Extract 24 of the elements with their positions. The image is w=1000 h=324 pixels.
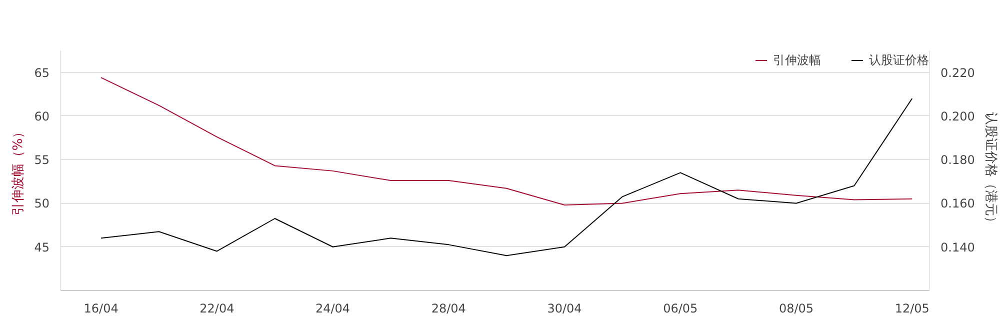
y2-axis-title: 认股证价格（港元）	[982, 112, 998, 229]
x-tick-label: 06/05	[663, 302, 698, 316]
x-tick-label: 12/05	[894, 302, 930, 316]
y2-tick-label: 0.200	[940, 109, 975, 124]
legend-label: 认股证价格	[869, 52, 929, 68]
y-axis-title: 引伸波幅（%）	[11, 125, 26, 216]
y2-tick-label: 0.220	[940, 66, 975, 80]
line-series	[100, 77, 913, 206]
line-series	[100, 98, 913, 256]
y2-tick-label: 0.140	[940, 240, 975, 254]
x-tick-label: 08/05	[778, 302, 814, 316]
legend-label: 引伸波幅	[773, 52, 821, 68]
y-tick-label: 55	[34, 153, 50, 168]
y-tick-label: 45	[34, 240, 50, 254]
x-tick-label: 16/04	[84, 302, 118, 316]
y-tick-label: 60	[34, 109, 50, 124]
x-tick-label: 22/04	[200, 302, 234, 316]
x-tick-label: 24/04	[315, 302, 350, 316]
y2-tick-label: 0.160	[940, 196, 975, 211]
y-tick-label: 65	[34, 66, 50, 80]
y2-tick-label: 0.180	[940, 153, 975, 168]
y-tick-label: 50	[34, 196, 50, 211]
x-tick-label: 30/04	[547, 302, 582, 316]
x-tick-label: 28/04	[431, 302, 466, 316]
